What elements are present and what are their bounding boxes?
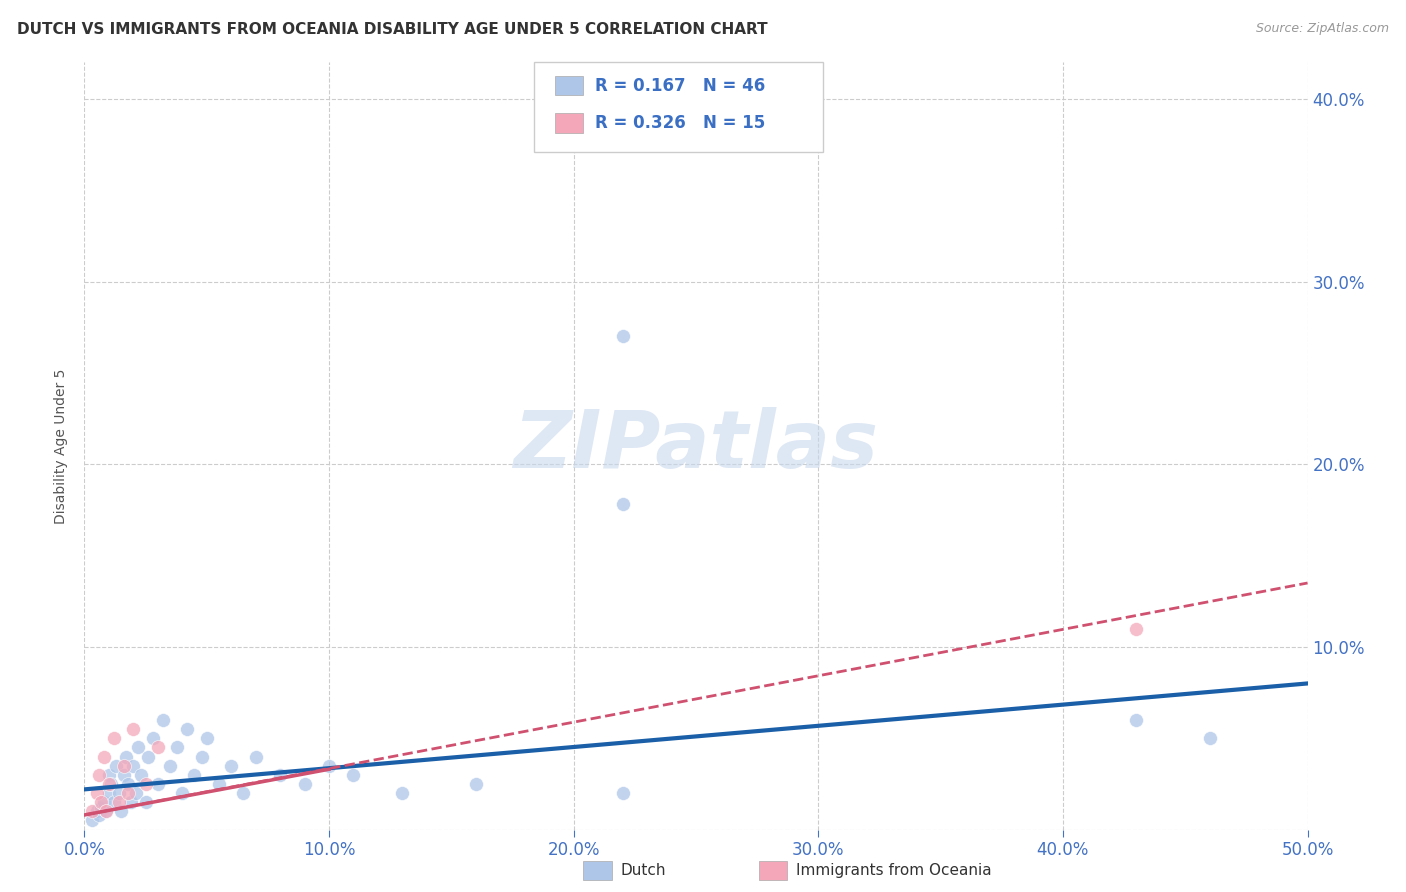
Point [115, 749, 138, 764]
Point [219, 758, 242, 772]
Point [87, 768, 110, 782]
Text: R = 0.167   N = 46: R = 0.167 N = 46 [595, 77, 765, 95]
Point [183, 768, 205, 782]
Point [96, 805, 118, 819]
Point [97, 786, 120, 800]
Point [195, 731, 218, 746]
Point [159, 758, 181, 772]
Point [93, 749, 115, 764]
Point [122, 722, 145, 736]
Point [87, 808, 110, 822]
Point [93, 795, 115, 809]
Point [125, 786, 148, 800]
Point [117, 786, 139, 800]
Point [191, 749, 214, 764]
Point [80, 805, 103, 819]
Point [100, 777, 122, 791]
Point [612, 786, 634, 800]
Point [105, 758, 128, 772]
Point [135, 777, 157, 791]
Point [172, 786, 194, 800]
Point [146, 777, 169, 791]
Point [464, 777, 486, 791]
Point [176, 722, 198, 736]
Point [103, 795, 125, 809]
Point [86, 805, 108, 819]
Point [232, 786, 254, 800]
Point [107, 786, 129, 800]
Text: ZIPatlas: ZIPatlas [513, 407, 879, 485]
Point [136, 749, 159, 764]
Point [245, 749, 267, 764]
Point [97, 777, 120, 791]
Text: R = 0.326   N = 15: R = 0.326 N = 15 [595, 114, 765, 132]
Point [1125, 713, 1147, 727]
Point [122, 758, 145, 772]
Point [107, 795, 129, 809]
Point [342, 768, 364, 782]
Point [129, 768, 152, 782]
Point [127, 740, 149, 755]
Point [80, 814, 103, 828]
Point [96, 805, 118, 819]
Point [269, 768, 291, 782]
Point [1198, 731, 1220, 746]
Point [120, 795, 142, 809]
Point [294, 777, 316, 791]
Point [135, 795, 157, 809]
Point [97, 768, 120, 782]
Text: Dutch: Dutch [620, 863, 665, 878]
Point [166, 740, 188, 755]
Text: Immigrants from Oceania: Immigrants from Oceania [796, 863, 991, 878]
Point [90, 800, 112, 814]
Point [391, 786, 413, 800]
Point [142, 731, 165, 746]
Point [612, 329, 634, 343]
Text: Source: ZipAtlas.com: Source: ZipAtlas.com [1256, 22, 1389, 36]
Point [208, 777, 231, 791]
Point [103, 731, 125, 746]
Y-axis label: Disability Age Under 5: Disability Age Under 5 [55, 368, 69, 524]
Point [90, 795, 112, 809]
Point [112, 768, 135, 782]
Point [152, 713, 174, 727]
Point [146, 740, 169, 755]
Point [1125, 622, 1147, 636]
Point [612, 498, 634, 512]
Point [110, 805, 132, 819]
Point [117, 777, 139, 791]
Point [86, 786, 108, 800]
Text: DUTCH VS IMMIGRANTS FROM OCEANIA DISABILITY AGE UNDER 5 CORRELATION CHART: DUTCH VS IMMIGRANTS FROM OCEANIA DISABIL… [17, 22, 768, 37]
Point [318, 758, 340, 772]
Point [112, 758, 135, 772]
